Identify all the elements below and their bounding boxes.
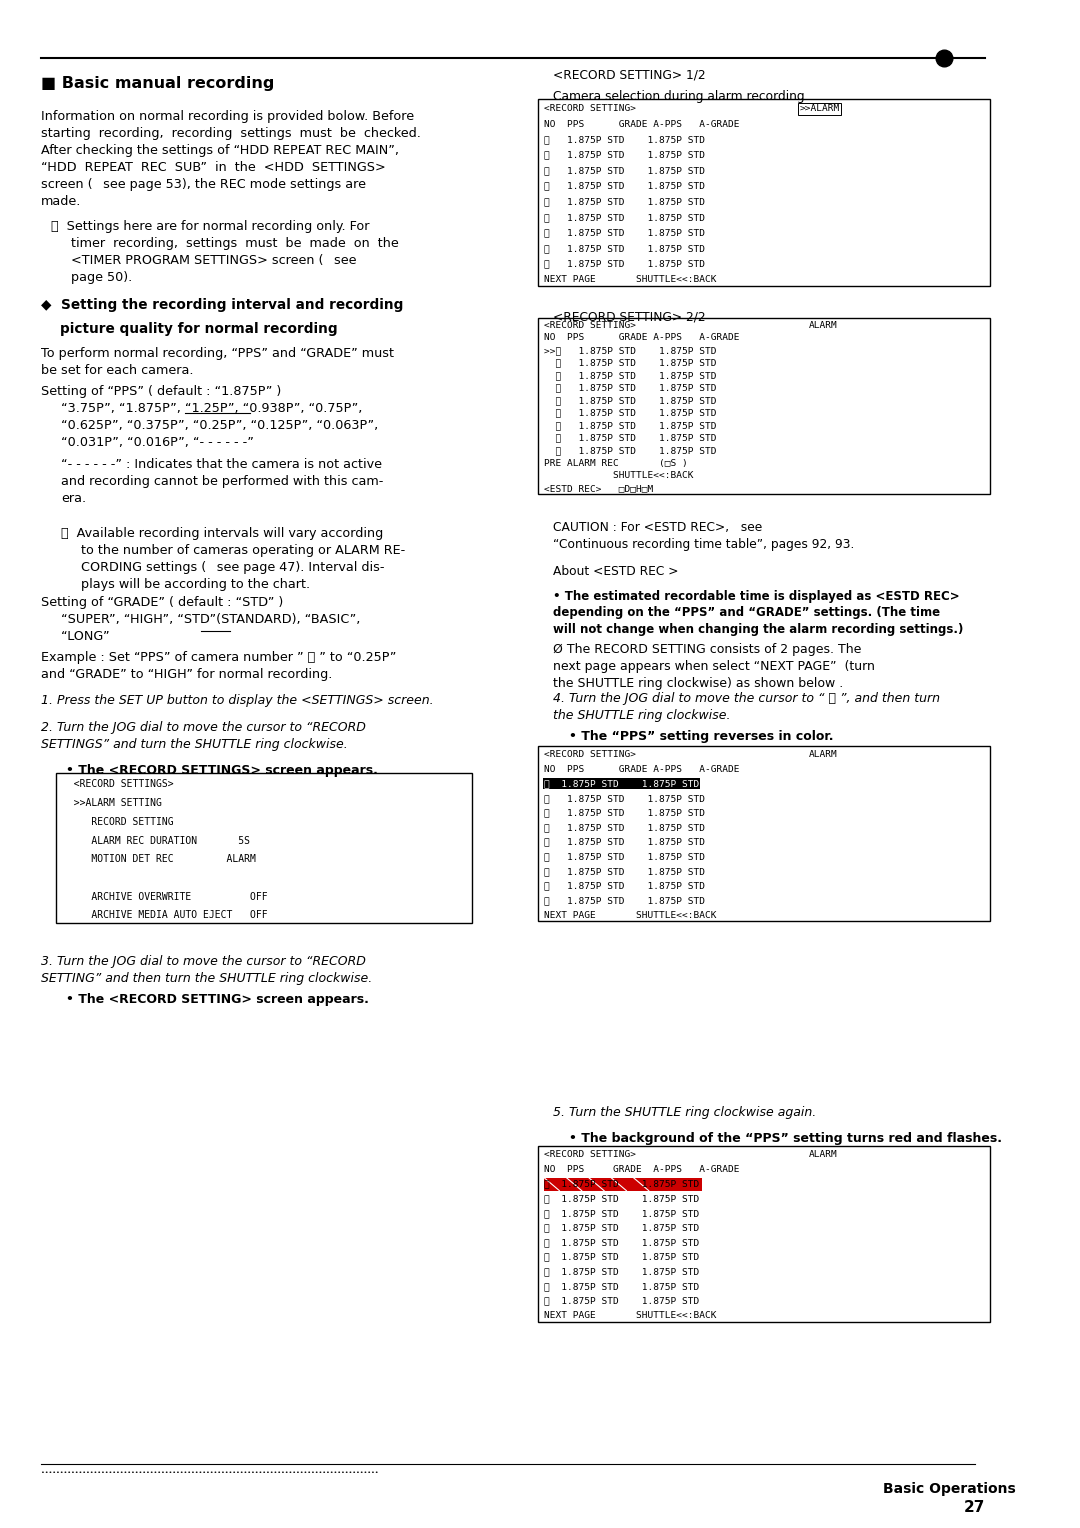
Text: ⓠ   1.875P STD    1.875P STD: ⓠ 1.875P STD 1.875P STD	[544, 260, 705, 269]
Text: ⓞ   1.875P STD    1.875P STD: ⓞ 1.875P STD 1.875P STD	[544, 228, 705, 237]
Text: ⓠ  1.875P STD    1.875P STD: ⓠ 1.875P STD 1.875P STD	[544, 1297, 700, 1306]
Bar	[544, 1178, 702, 1190]
FancyBboxPatch shape	[538, 1146, 990, 1322]
Text: >>ALARM SETTING: >>ALARM SETTING	[62, 798, 162, 808]
Text: ■ Basic manual recording: ■ Basic manual recording	[41, 76, 274, 92]
Text: ⓛ  1.875P STD    1.875P STD: ⓛ 1.875P STD 1.875P STD	[544, 1224, 700, 1233]
Text: PRE ALARM REC       (□S ): PRE ALARM REC (□S )	[544, 458, 688, 468]
Text: NEXT PAGE       SHUTTLE<<:BACK: NEXT PAGE SHUTTLE<<:BACK	[544, 275, 717, 284]
Text: >>ⓠ   1.875P STD    1.875P STD: >>ⓠ 1.875P STD 1.875P STD	[544, 345, 717, 354]
Text: ⓝ   1.875P STD    1.875P STD: ⓝ 1.875P STD 1.875P STD	[544, 422, 717, 431]
Text: • The <RECORD SETTING> screen appears.: • The <RECORD SETTING> screen appears.	[66, 993, 369, 1007]
Text: CAUTION : For <ESTD REC>,   see
“Continuous recording time table”, pages 92, 93.: CAUTION : For <ESTD REC>, see “Continuou…	[553, 521, 854, 552]
Text: ⓘ  Settings here are for normal recording only. For
     timer  recording,  sett: ⓘ Settings here are for normal recording…	[51, 220, 399, 284]
Text: “- - - - - -” : Indicates that the camera is not active
and recording cannot be : “- - - - - -” : Indicates that the camer…	[60, 458, 383, 506]
Text: ⓜ  1.875P STD    1.875P STD: ⓜ 1.875P STD 1.875P STD	[544, 1238, 700, 1247]
Text: ⓟ   1.875P STD    1.875P STD: ⓟ 1.875P STD 1.875P STD	[544, 244, 705, 254]
Text: ⓞ   1.875P STD    1.875P STD: ⓞ 1.875P STD 1.875P STD	[544, 434, 717, 443]
Text: • The estimated recordable time is displayed as <ESTD REC>
depending on the “PPS: • The estimated recordable time is displ…	[553, 590, 963, 636]
Text: ⓘ   1.875P STD    1.875P STD: ⓘ 1.875P STD 1.875P STD	[544, 359, 717, 368]
Text: 2. Turn the JOG dial to move the cursor to “RECORD
SETTINGS” and turn the SHUTTL: 2. Turn the JOG dial to move the cursor …	[41, 721, 365, 752]
Text: NO  PPS      GRADE A-PPS   A-GRADE: NO PPS GRADE A-PPS A-GRADE	[544, 119, 740, 128]
Text: ⓙ   1.875P STD    1.875P STD: ⓙ 1.875P STD 1.875P STD	[544, 795, 705, 802]
FancyBboxPatch shape	[538, 318, 990, 494]
Text: ⓘ  1.875P STD    1.875P STD: ⓘ 1.875P STD 1.875P STD	[544, 1180, 700, 1189]
Text: Camera selection during alarm recording: Camera selection during alarm recording	[553, 90, 805, 104]
Text: ⓠ   1.875P STD    1.875P STD: ⓠ 1.875P STD 1.875P STD	[544, 897, 705, 906]
Text: ALARM: ALARM	[809, 750, 838, 759]
Text: <RECORD SETTING>: <RECORD SETTING>	[544, 1151, 636, 1160]
Text: RECORD SETTING: RECORD SETTING	[62, 817, 174, 827]
Text: 4. Turn the JOG dial to move the cursor to “ ⓘ ”, and then turn
the SHUTTLE ring: 4. Turn the JOG dial to move the cursor …	[553, 692, 941, 723]
Text: Setting of “PPS” ( default : “1.875P” )
     “3.75P”, “1.875P”, “1.25P”, “0.938P: Setting of “PPS” ( default : “1.875P” ) …	[41, 385, 378, 449]
Text: MOTION DET REC         ALARM: MOTION DET REC ALARM	[62, 854, 256, 865]
Text: ⓛ   1.875P STD    1.875P STD: ⓛ 1.875P STD 1.875P STD	[544, 824, 705, 833]
Text: ⓚ   1.875P STD    1.875P STD: ⓚ 1.875P STD 1.875P STD	[544, 384, 717, 393]
Text: Basic Operations: Basic Operations	[883, 1482, 1016, 1496]
Text: ⓘ   1.875P STD    1.875P STD: ⓘ 1.875P STD 1.875P STD	[544, 134, 705, 144]
Text: >>ALARM: >>ALARM	[799, 104, 840, 113]
Text: Information on normal recording is provided bolow. Before
starting  recording,  : Information on normal recording is provi…	[41, 110, 420, 208]
Text: <RECORD SETTINGS>: <RECORD SETTINGS>	[62, 779, 174, 790]
Text: ⓘ  Available recording intervals will vary according
     to the number of camer: ⓘ Available recording intervals will var…	[60, 527, 405, 591]
Text: 27: 27	[963, 1500, 985, 1516]
Text: picture quality for normal recording: picture quality for normal recording	[41, 322, 337, 336]
Text: <ESTD REC>   □D□H□M: <ESTD REC> □D□H□M	[544, 484, 653, 494]
Text: Example : Set “PPS” of camera number ” ⓘ ” to “0.25P”
and “GRADE” to “HIGH” for : Example : Set “PPS” of camera number ” ⓘ…	[41, 651, 396, 681]
Text: ⓘ  1.875P STD    1.875P STD: ⓘ 1.875P STD 1.875P STD	[544, 779, 700, 788]
Text: ALARM: ALARM	[809, 1151, 838, 1160]
Text: ⓜ   1.875P STD    1.875P STD: ⓜ 1.875P STD 1.875P STD	[544, 197, 705, 206]
Text: ⓞ   1.875P STD    1.875P STD: ⓞ 1.875P STD 1.875P STD	[544, 866, 705, 876]
Text: NEXT PAGE       SHUTTLE<<:BACK: NEXT PAGE SHUTTLE<<:BACK	[544, 1311, 717, 1320]
Text: SHUTTLE<<:BACK: SHUTTLE<<:BACK	[544, 472, 693, 480]
Text: ⓙ   1.875P STD    1.875P STD: ⓙ 1.875P STD 1.875P STD	[544, 151, 705, 160]
Text: ALARM: ALARM	[809, 321, 838, 330]
Text: <RECORD SETTING> 1/2: <RECORD SETTING> 1/2	[553, 69, 706, 83]
Text: ⓛ   1.875P STD    1.875P STD: ⓛ 1.875P STD 1.875P STD	[544, 182, 705, 191]
Text: ⓙ   1.875P STD    1.875P STD: ⓙ 1.875P STD 1.875P STD	[544, 371, 717, 380]
Text: ◆  Setting the recording interval and recording: ◆ Setting the recording interval and rec…	[41, 298, 403, 312]
Text: ⓟ   1.875P STD    1.875P STD: ⓟ 1.875P STD 1.875P STD	[544, 882, 705, 891]
Text: ALARM REC DURATION       5S: ALARM REC DURATION 5S	[62, 836, 249, 845]
Text: ARCHIVE OVERWRITE          OFF: ARCHIVE OVERWRITE OFF	[62, 892, 268, 902]
Text: • The <RECORD SETTINGS> screen appears.: • The <RECORD SETTINGS> screen appears.	[66, 764, 378, 778]
Text: Setting of “GRADE” ( default : “STD” )
     “SUPER”, “HIGH”, “STD”(STANDARD), “B: Setting of “GRADE” ( default : “STD” ) “…	[41, 596, 360, 643]
Text: ⓞ  1.875P STD    1.875P STD: ⓞ 1.875P STD 1.875P STD	[544, 1267, 700, 1276]
Text: ⓝ  1.875P STD    1.875P STD: ⓝ 1.875P STD 1.875P STD	[544, 1253, 700, 1262]
Text: ⓛ   1.875P STD    1.875P STD: ⓛ 1.875P STD 1.875P STD	[544, 396, 717, 405]
Text: ⓚ   1.875P STD    1.875P STD: ⓚ 1.875P STD 1.875P STD	[544, 167, 705, 176]
Text: NEXT PAGE       SHUTTLE<<:BACK: NEXT PAGE SHUTTLE<<:BACK	[544, 911, 717, 920]
Text: 3. Turn the JOG dial to move the cursor to “RECORD
SETTING” and then turn the SH: 3. Turn the JOG dial to move the cursor …	[41, 955, 372, 986]
Text: ⓜ   1.875P STD    1.875P STD: ⓜ 1.875P STD 1.875P STD	[544, 837, 705, 847]
Text: ⓝ   1.875P STD    1.875P STD: ⓝ 1.875P STD 1.875P STD	[544, 853, 705, 862]
FancyBboxPatch shape	[538, 746, 990, 921]
Text: NO  PPS      GRADE A-PPS   A-GRADE: NO PPS GRADE A-PPS A-GRADE	[544, 764, 740, 773]
Text: ⓟ   1.875P STD    1.875P STD: ⓟ 1.875P STD 1.875P STD	[544, 446, 717, 455]
Text: About <ESTD REC >: About <ESTD REC >	[553, 565, 679, 579]
Text: ⓚ  1.875P STD    1.875P STD: ⓚ 1.875P STD 1.875P STD	[544, 1209, 700, 1218]
Text: Ø The RECORD SETTING consists of 2 pages. The
next page appears when select “NEX: Ø The RECORD SETTING consists of 2 pages…	[553, 643, 875, 691]
Text: ⓝ   1.875P STD    1.875P STD: ⓝ 1.875P STD 1.875P STD	[544, 212, 705, 222]
Text: <RECORD SETTING> 2/2: <RECORD SETTING> 2/2	[553, 310, 706, 324]
FancyBboxPatch shape	[538, 99, 990, 286]
Text: NO  PPS      GRADE A-PPS   A-GRADE: NO PPS GRADE A-PPS A-GRADE	[544, 333, 740, 342]
Text: To perform normal recording, “PPS” and “GRADE” must
be set for each camera.: To perform normal recording, “PPS” and “…	[41, 347, 393, 377]
Text: <RECORD SETTING>: <RECORD SETTING>	[544, 104, 636, 113]
Text: 1. Press the SET UP button to display the <SETTINGS> screen.: 1. Press the SET UP button to display th…	[41, 694, 433, 707]
Text: ⓚ   1.875P STD    1.875P STD: ⓚ 1.875P STD 1.875P STD	[544, 808, 705, 817]
Text: ⓟ  1.875P STD    1.875P STD: ⓟ 1.875P STD 1.875P STD	[544, 1282, 700, 1291]
Text: <RECORD SETTING>: <RECORD SETTING>	[544, 321, 636, 330]
Text: ARCHIVE MEDIA AUTO EJECT   OFF: ARCHIVE MEDIA AUTO EJECT OFF	[62, 911, 268, 920]
Text: 5. Turn the SHUTTLE ring clockwise again.: 5. Turn the SHUTTLE ring clockwise again…	[553, 1106, 816, 1120]
Text: <RECORD SETTING>: <RECORD SETTING>	[544, 750, 636, 759]
Text: ⓜ   1.875P STD    1.875P STD: ⓜ 1.875P STD 1.875P STD	[544, 408, 717, 417]
FancyBboxPatch shape	[56, 773, 472, 923]
Text: ••••••••••••••••••••••••••••••••••••••••••••••••••••••••••••••••••••••••••••••••: ••••••••••••••••••••••••••••••••••••••••…	[41, 1470, 378, 1475]
Text: NO  PPS     GRADE  A-PPS   A-GRADE: NO PPS GRADE A-PPS A-GRADE	[544, 1164, 740, 1174]
Text: • The “PPS” setting reverses in color.: • The “PPS” setting reverses in color.	[568, 730, 833, 744]
Text: ⓙ  1.875P STD    1.875P STD: ⓙ 1.875P STD 1.875P STD	[544, 1195, 700, 1203]
Text: • The background of the “PPS” setting turns red and flashes.: • The background of the “PPS” setting tu…	[568, 1132, 1001, 1146]
